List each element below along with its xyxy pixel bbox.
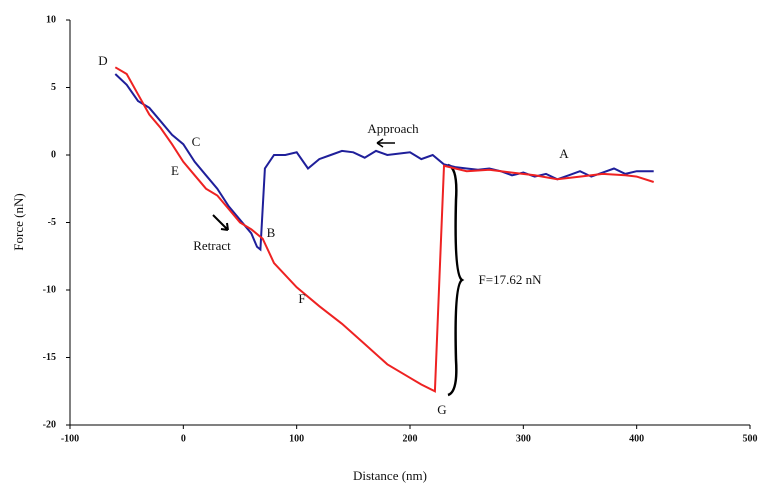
data-line (114, 73, 654, 252)
label-d: D (98, 53, 107, 68)
force-label: F=17.62 nN (479, 272, 543, 287)
y-tick-label: -20 (43, 419, 56, 430)
label-f: F (298, 291, 305, 306)
x-tick-label: 200 (403, 433, 418, 444)
x-tick-label: 300 (516, 433, 531, 444)
x-tick-label: 400 (629, 433, 644, 444)
approach-label: Approach (367, 121, 419, 136)
y-axis-label: Force (nN) (11, 193, 26, 250)
x-tick-label: 100 (289, 433, 304, 444)
x-axis-label: Distance (nm) (353, 468, 427, 483)
y-tick-label: 5 (51, 82, 56, 93)
y-tick-label: 10 (46, 14, 56, 25)
retract-label: Retract (193, 238, 231, 253)
x-tick-label: 0 (181, 433, 186, 444)
brace (447, 163, 465, 397)
y-tick-label: 0 (51, 149, 56, 160)
x-tick-label: -100 (61, 433, 79, 444)
label-c: C (192, 134, 201, 149)
label-a: A (559, 146, 569, 161)
y-tick-label: -5 (48, 217, 56, 228)
retract-arrow (212, 214, 229, 231)
label-g: G (437, 402, 446, 417)
approach-arrow (376, 138, 395, 148)
x-tick-label: 500 (743, 433, 758, 444)
label-b: B (267, 225, 276, 240)
data-line (114, 66, 655, 393)
y-tick-label: -10 (43, 284, 56, 295)
label-e: E (171, 163, 179, 178)
y-tick-label: -15 (43, 352, 56, 363)
